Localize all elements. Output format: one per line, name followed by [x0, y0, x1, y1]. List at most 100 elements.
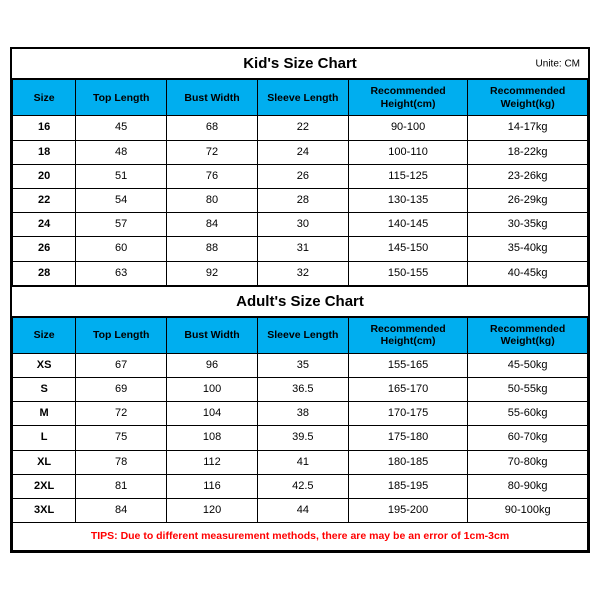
kids-cell: 72 [167, 140, 258, 164]
kids-cell: 20 [13, 164, 76, 188]
kids-cell: 100-110 [348, 140, 468, 164]
kids-cell: 30 [257, 213, 348, 237]
kids-col-1: Top Length [76, 80, 167, 116]
kids-col-5: Recommended Weight(kg) [468, 80, 588, 116]
kids-col-4: Recommended Height(cm) [348, 80, 468, 116]
adults-cell: 38 [257, 402, 348, 426]
adults-cell: XL [13, 450, 76, 474]
adults-cell: 41 [257, 450, 348, 474]
adults-col-0: Size [13, 317, 76, 353]
kids-cell: 26 [13, 237, 76, 261]
kids-cell: 14-17kg [468, 116, 588, 140]
adults-cell: 45-50kg [468, 353, 588, 377]
kids-cell: 88 [167, 237, 258, 261]
adults-tbody: XS679635155-16545-50kgS6910036.5165-1705… [13, 353, 588, 522]
kids-col-2: Bust Width [167, 80, 258, 116]
kids-cell: 16 [13, 116, 76, 140]
adults-cell: 116 [167, 474, 258, 498]
kids-cell: 76 [167, 164, 258, 188]
kids-cell: 115-125 [348, 164, 468, 188]
adults-title: Adult's Size Chart [236, 293, 364, 310]
kids-tbody: 1645682290-10014-17kg18487224100-11018-2… [13, 116, 588, 285]
kids-title-row: Kid's Size Chart Unite: CM [12, 49, 588, 79]
adults-cell: M [13, 402, 76, 426]
adults-col-2: Bust Width [167, 317, 258, 353]
adults-cell: 108 [167, 426, 258, 450]
adults-cell: 55-60kg [468, 402, 588, 426]
adults-col-5: Recommended Weight(kg) [468, 317, 588, 353]
adults-cell: 70-80kg [468, 450, 588, 474]
kids-cell: 35-40kg [468, 237, 588, 261]
kids-cell: 68 [167, 116, 258, 140]
table-row: S6910036.5165-17050-55kg [13, 378, 588, 402]
kids-cell: 28 [257, 188, 348, 212]
adults-cell: 75 [76, 426, 167, 450]
kids-cell: 145-150 [348, 237, 468, 261]
kids-cell: 24 [257, 140, 348, 164]
adults-cell: 90-100kg [468, 499, 588, 523]
table-row: 22548028130-13526-29kg [13, 188, 588, 212]
kids-cell: 22 [13, 188, 76, 212]
adults-table: Size Top Length Bust Width Sleeve Length… [12, 317, 588, 551]
table-row: M7210438170-17555-60kg [13, 402, 588, 426]
table-row: 24578430140-14530-35kg [13, 213, 588, 237]
adults-cell: 80-90kg [468, 474, 588, 498]
adults-cell: 44 [257, 499, 348, 523]
adults-cell: 175-180 [348, 426, 468, 450]
adults-cell: 50-55kg [468, 378, 588, 402]
adults-cell: 104 [167, 402, 258, 426]
kids-cell: 150-155 [348, 261, 468, 285]
adults-cell: 69 [76, 378, 167, 402]
kids-cell: 18-22kg [468, 140, 588, 164]
table-row: 2XL8111642.5185-19580-90kg [13, 474, 588, 498]
kids-cell: 18 [13, 140, 76, 164]
adults-cell: 81 [76, 474, 167, 498]
table-row: 3XL8412044195-20090-100kg [13, 499, 588, 523]
adults-cell: 96 [167, 353, 258, 377]
kids-cell: 57 [76, 213, 167, 237]
adults-cell: 165-170 [348, 378, 468, 402]
kids-cell: 45 [76, 116, 167, 140]
kids-cell: 51 [76, 164, 167, 188]
kids-cell: 90-100 [348, 116, 468, 140]
adults-cell: 112 [167, 450, 258, 474]
kids-cell: 23-26kg [468, 164, 588, 188]
adults-cell: 36.5 [257, 378, 348, 402]
table-row: 26608831145-15035-40kg [13, 237, 588, 261]
table-row: 20517626115-12523-26kg [13, 164, 588, 188]
kids-cell: 130-135 [348, 188, 468, 212]
table-row: L7510839.5175-18060-70kg [13, 426, 588, 450]
adults-cell: 120 [167, 499, 258, 523]
adults-cell: 185-195 [348, 474, 468, 498]
kids-cell: 22 [257, 116, 348, 140]
adults-cell: 39.5 [257, 426, 348, 450]
kids-table: Size Top Length Bust Width Sleeve Length… [12, 79, 588, 286]
adults-header-row: Size Top Length Bust Width Sleeve Length… [13, 317, 588, 353]
table-row: 28639232150-15540-45kg [13, 261, 588, 285]
kids-cell: 60 [76, 237, 167, 261]
adults-cell: 35 [257, 353, 348, 377]
adults-cell: 3XL [13, 499, 76, 523]
kids-cell: 32 [257, 261, 348, 285]
kids-cell: 26-29kg [468, 188, 588, 212]
kids-cell: 48 [76, 140, 167, 164]
kids-cell: 24 [13, 213, 76, 237]
kids-cell: 26 [257, 164, 348, 188]
adults-cell: 78 [76, 450, 167, 474]
adults-cell: 42.5 [257, 474, 348, 498]
tips-row: TIPS: Due to different measurement metho… [13, 523, 588, 551]
kids-cell: 28 [13, 261, 76, 285]
kids-cell: 92 [167, 261, 258, 285]
kids-cell: 140-145 [348, 213, 468, 237]
kids-cell: 80 [167, 188, 258, 212]
adults-cell: 67 [76, 353, 167, 377]
kids-title: Kid's Size Chart [243, 55, 357, 72]
adults-cell: 100 [167, 378, 258, 402]
adults-cell: 195-200 [348, 499, 468, 523]
kids-cell: 30-35kg [468, 213, 588, 237]
adults-col-1: Top Length [76, 317, 167, 353]
adults-cell: 2XL [13, 474, 76, 498]
adults-cell: 84 [76, 499, 167, 523]
kids-cell: 31 [257, 237, 348, 261]
adults-cell: 155-165 [348, 353, 468, 377]
